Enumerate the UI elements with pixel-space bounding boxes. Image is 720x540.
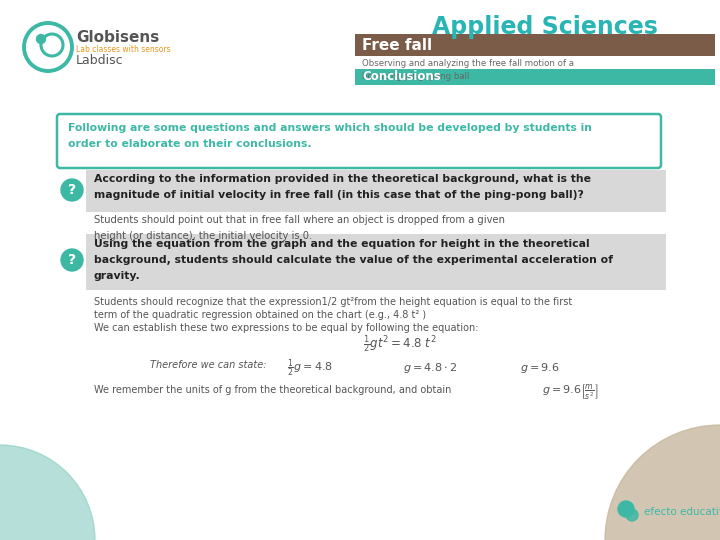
Text: Lab classes with sensors: Lab classes with sensors [76, 44, 171, 53]
Text: Free fall: Free fall [362, 37, 432, 52]
FancyBboxPatch shape [57, 114, 661, 168]
Text: Observing and analyzing the free fall motion of a
bouncing ping- pong ball: Observing and analyzing the free fall mo… [362, 59, 574, 81]
Text: efecto educativo: efecto educativo [644, 507, 720, 517]
Circle shape [61, 249, 83, 271]
Text: Therefore we can state:: Therefore we can state: [150, 360, 266, 370]
Text: Students should point out that in free fall where an object is dropped from a gi: Students should point out that in free f… [94, 215, 505, 241]
FancyBboxPatch shape [355, 69, 715, 85]
Circle shape [61, 179, 83, 201]
Text: Students should recognize that the expression1/2 gt²from the height equation is : Students should recognize that the expre… [94, 297, 572, 307]
Text: ?: ? [68, 253, 76, 267]
Text: According to the information provided in the theoretical background, what is the: According to the information provided in… [94, 174, 591, 200]
Text: Using the equation from the graph and the equation for height in the theoretical: Using the equation from the graph and th… [94, 239, 613, 281]
Text: term of the quadratic regression obtained on the chart (e.g., 4.8 t² ): term of the quadratic regression obtaine… [94, 310, 426, 320]
FancyBboxPatch shape [86, 234, 666, 290]
Text: Globisens: Globisens [76, 30, 159, 45]
Circle shape [0, 445, 95, 540]
Text: We remember the units of g from the theoretical background, and obtain: We remember the units of g from the theo… [94, 385, 451, 395]
FancyBboxPatch shape [86, 170, 666, 212]
Text: Labdisc: Labdisc [76, 53, 124, 66]
Text: $\frac{1}{2}g = 4.8$: $\frac{1}{2}g = 4.8$ [287, 357, 333, 379]
Text: ?: ? [68, 183, 76, 197]
Text: $g = 9.6$: $g = 9.6$ [520, 361, 560, 375]
Circle shape [37, 35, 45, 44]
Text: We can establish these two expressions to be equal by following the equation:: We can establish these two expressions t… [94, 323, 479, 333]
Text: $\frac{1}{2}gt^2 = 4.8\ t^2$: $\frac{1}{2}gt^2 = 4.8\ t^2$ [363, 333, 437, 355]
Circle shape [626, 509, 638, 521]
Text: Applied Sciences: Applied Sciences [432, 15, 658, 39]
Text: Conclusions: Conclusions [362, 71, 441, 84]
Circle shape [605, 425, 720, 540]
Text: $g = 4.8 \cdot 2$: $g = 4.8 \cdot 2$ [403, 361, 457, 375]
FancyBboxPatch shape [355, 34, 715, 56]
Text: $g{=}9.6\left[\frac{m}{s^2}\right]$: $g{=}9.6\left[\frac{m}{s^2}\right]$ [541, 382, 598, 402]
Text: Following are some questions and answers which should be developed by students i: Following are some questions and answers… [68, 123, 592, 150]
Circle shape [618, 501, 634, 517]
